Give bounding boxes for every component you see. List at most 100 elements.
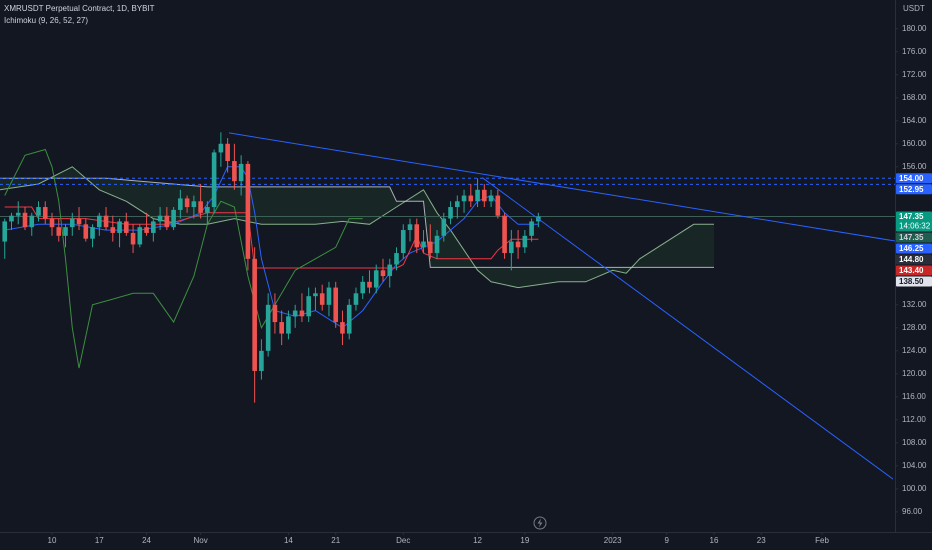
candle-body [380, 270, 386, 277]
x-tick-label: 24 [142, 536, 151, 545]
y-tick-label: 120.00 [902, 369, 927, 378]
candle-body [184, 198, 190, 208]
price-label: 146.25 [899, 244, 924, 253]
candle-body [367, 281, 372, 288]
candle-body [151, 221, 156, 233]
candle-body [407, 224, 413, 231]
candle-body [198, 201, 203, 213]
candle-body [340, 322, 345, 334]
x-tick-label: 16 [710, 536, 719, 545]
countdown: 14:06:32 [899, 222, 931, 231]
candle-body [394, 253, 399, 265]
price-label: 147.35 [899, 233, 924, 242]
candle-body [475, 189, 480, 202]
replay-icon[interactable] [533, 516, 547, 530]
candle-body [238, 163, 244, 182]
x-tick-label: 19 [520, 536, 529, 545]
candle-body [110, 227, 116, 233]
candle-body [157, 215, 163, 222]
candle-body [427, 241, 433, 254]
candle-body [306, 296, 311, 317]
candle-body [137, 227, 143, 245]
y-tick-label: 168.00 [902, 93, 927, 102]
y-tick-label: 164.00 [902, 116, 927, 125]
price-label-box [896, 243, 932, 254]
candle-body [164, 215, 170, 228]
price-label: 154.00 [899, 174, 924, 183]
candle-body [144, 227, 149, 233]
price-label: 152.95 [899, 185, 924, 194]
candle-body [502, 215, 507, 254]
y-tick-label: 132.00 [902, 300, 927, 309]
price-label-box [896, 254, 932, 265]
ichimoku-cloud [0, 166, 714, 288]
candle-body [313, 293, 318, 297]
x-tick-label: 2023 [604, 536, 622, 545]
price-label-box [896, 173, 932, 184]
candle-body [103, 215, 109, 228]
candle-body [252, 258, 257, 371]
x-tick-label: 23 [757, 536, 766, 545]
candle-body [225, 143, 230, 162]
candle-body [515, 241, 521, 248]
candle-body [454, 201, 460, 208]
price-label-box [896, 276, 932, 287]
candle-body [245, 163, 251, 259]
candle-body [529, 221, 534, 236]
price-label-box [896, 184, 932, 195]
price-label: 147.35 [899, 212, 924, 221]
candle-body [22, 212, 28, 228]
price-label-box [896, 211, 932, 232]
y-tick-label: 172.00 [902, 70, 927, 79]
candle-body [29, 215, 35, 228]
senkou-span-a [0, 166, 714, 289]
candle-body [360, 281, 366, 294]
candle-body [259, 350, 264, 371]
candle-body [441, 218, 447, 236]
y-tick-label: 96.00 [902, 507, 923, 516]
candle-body [83, 224, 89, 239]
candle-body [96, 215, 102, 228]
y-tick-label: 112.00 [902, 415, 926, 424]
candle-body [299, 310, 305, 317]
candle-body [286, 316, 291, 334]
x-tick-label: 14 [284, 536, 293, 545]
x-tick-label: 17 [95, 536, 104, 545]
candle-body [90, 227, 95, 239]
candle-body [292, 310, 298, 317]
candle-body [434, 235, 440, 254]
candle-body [76, 218, 82, 225]
y-tick-label: 128.00 [902, 323, 927, 332]
candle-body [171, 209, 176, 228]
x-tick-label: 10 [48, 536, 57, 545]
candle-body [42, 207, 48, 219]
candle-body [414, 224, 420, 248]
price-label-box [896, 265, 932, 276]
candle-body [117, 221, 122, 233]
x-tick-label: Dec [396, 536, 410, 545]
candle-body [495, 195, 501, 216]
candle-body [319, 293, 325, 305]
candle-body [448, 207, 453, 219]
y-tick-label: 160.00 [902, 139, 927, 148]
candle-body [69, 218, 75, 228]
candle-body [272, 304, 278, 323]
candle-body [279, 322, 284, 334]
plot-area [0, 132, 896, 480]
candle-body [63, 227, 68, 236]
price-unit: USDT [903, 4, 925, 13]
candle-body [326, 287, 332, 305]
candle-body [353, 293, 359, 305]
candle-body [400, 230, 406, 254]
candle-body [373, 270, 379, 288]
symbol-title: XMRUSDT Perpetual Contract, 1D, BYBIT [4, 4, 155, 13]
candle-body [49, 218, 55, 228]
candle-body [387, 264, 393, 277]
candle-body [421, 241, 426, 248]
y-tick-label: 176.00 [902, 47, 927, 56]
axis-layer: 180.00 176.00 172.00 168.00 164.00 160.00 156.… [48, 24, 932, 545]
y-tick-label: 104.00 [902, 461, 927, 470]
candle-body [9, 215, 14, 222]
